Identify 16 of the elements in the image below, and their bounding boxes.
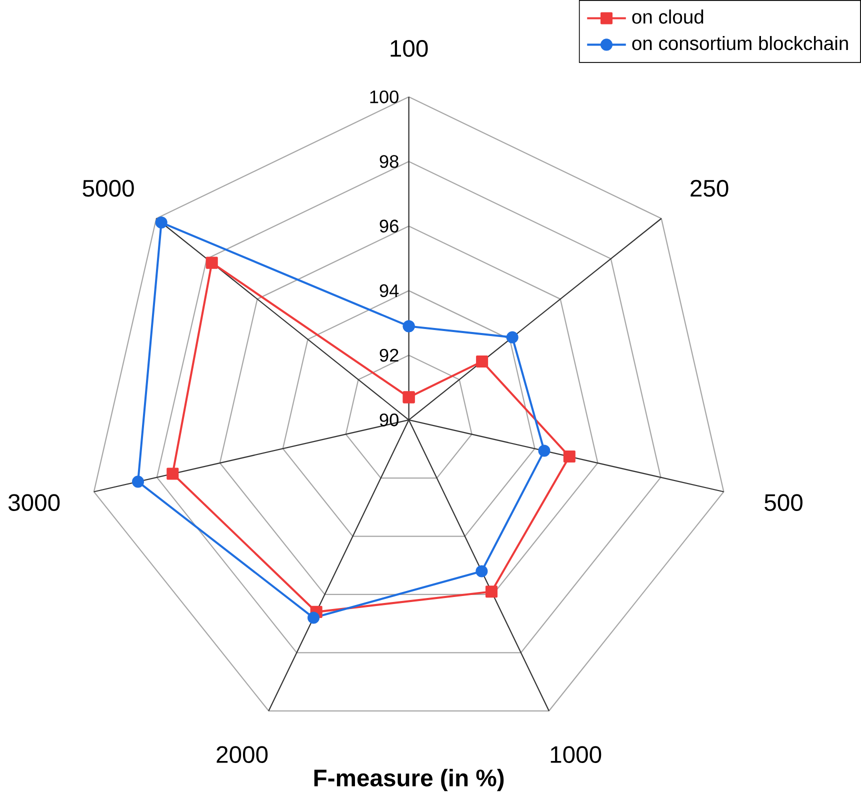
legend-label: on consortium blockchain (632, 36, 848, 50)
spoke-label: 3000 (8, 494, 60, 512)
spoke-label: 5000 (82, 180, 134, 197)
y-tick-label: 90 (380, 414, 398, 426)
y-tick-label: 96 (380, 220, 398, 233)
spoke-label: 2000 (216, 746, 268, 764)
y-tick-label: 98 (380, 155, 398, 168)
spoke-label: 250 (690, 180, 728, 197)
spoke-label: 500 (764, 494, 802, 512)
legend-label: on cloud (632, 10, 704, 24)
spoke-label: 1000 (550, 746, 602, 764)
text: F-measure (in %) (314, 769, 504, 792)
spoke-label: 100 (390, 40, 428, 58)
y-tick-label: 92 (380, 349, 398, 362)
y-tick-label: 94 (380, 284, 399, 298)
y-tick-label: 100 (370, 90, 398, 104)
